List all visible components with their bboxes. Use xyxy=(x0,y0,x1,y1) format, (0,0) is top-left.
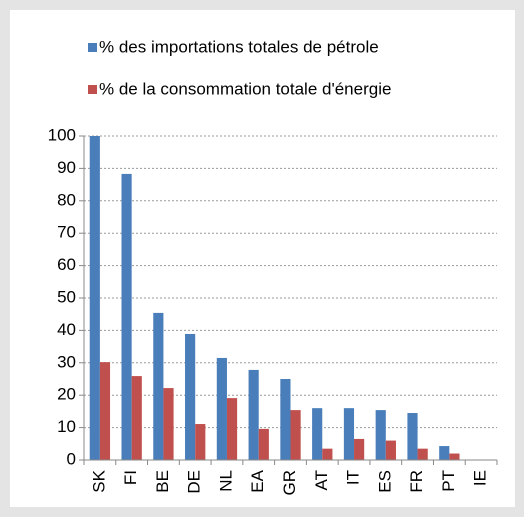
y-tick-label: 10 xyxy=(57,417,76,436)
bar xyxy=(375,410,386,460)
x-tick-label: FI xyxy=(121,470,140,485)
x-tick-label: GR xyxy=(280,470,299,496)
bar xyxy=(153,312,164,460)
y-tick-label: 30 xyxy=(57,352,76,371)
y-tick-label: 80 xyxy=(57,190,76,209)
bar xyxy=(439,446,450,460)
x-tick-label: AT xyxy=(312,470,331,490)
y-tick-label: 100 xyxy=(48,125,76,144)
legend-swatch xyxy=(88,43,97,52)
bar xyxy=(385,440,396,460)
x-tick-label: DE xyxy=(185,470,204,494)
bar xyxy=(216,357,227,460)
x-tick-label: IE xyxy=(471,470,490,486)
x-tick-label: PT xyxy=(439,470,458,492)
bar xyxy=(417,448,428,460)
bar xyxy=(354,438,365,460)
y-tick-label: 70 xyxy=(57,223,76,242)
y-tick-label: 20 xyxy=(57,385,76,404)
bar xyxy=(195,424,206,460)
x-tick-label: FR xyxy=(407,470,426,493)
bar xyxy=(312,408,323,460)
x-tick-label: ES xyxy=(375,470,394,493)
bar xyxy=(89,136,100,460)
bar xyxy=(248,369,259,460)
bar xyxy=(226,398,238,460)
bar xyxy=(449,453,460,460)
x-tick-label: NL xyxy=(216,470,235,492)
x-tick-label: BE xyxy=(153,470,172,493)
bar xyxy=(322,448,333,460)
legend-label: % de la consommation totale d'énergie xyxy=(99,79,391,98)
y-tick-label: 60 xyxy=(57,255,76,274)
bar xyxy=(290,410,301,460)
legend-swatch xyxy=(88,85,97,94)
bar xyxy=(407,413,418,460)
bar xyxy=(280,379,291,460)
x-tick-label: EA xyxy=(248,469,267,492)
y-tick-label: 50 xyxy=(57,287,76,306)
y-tick-label: 90 xyxy=(57,158,76,177)
y-tick-label: 0 xyxy=(67,449,76,468)
bar xyxy=(163,388,174,460)
bar xyxy=(131,376,142,460)
bar xyxy=(343,408,355,460)
bar xyxy=(99,362,111,460)
bar xyxy=(121,173,132,460)
y-tick-label: 40 xyxy=(57,320,76,339)
x-tick-label: SK xyxy=(89,469,108,492)
x-tick-label: IT xyxy=(344,470,363,485)
bar xyxy=(185,333,196,460)
bar xyxy=(258,428,269,460)
legend-label: % des importations totales de pétrole xyxy=(99,37,379,56)
